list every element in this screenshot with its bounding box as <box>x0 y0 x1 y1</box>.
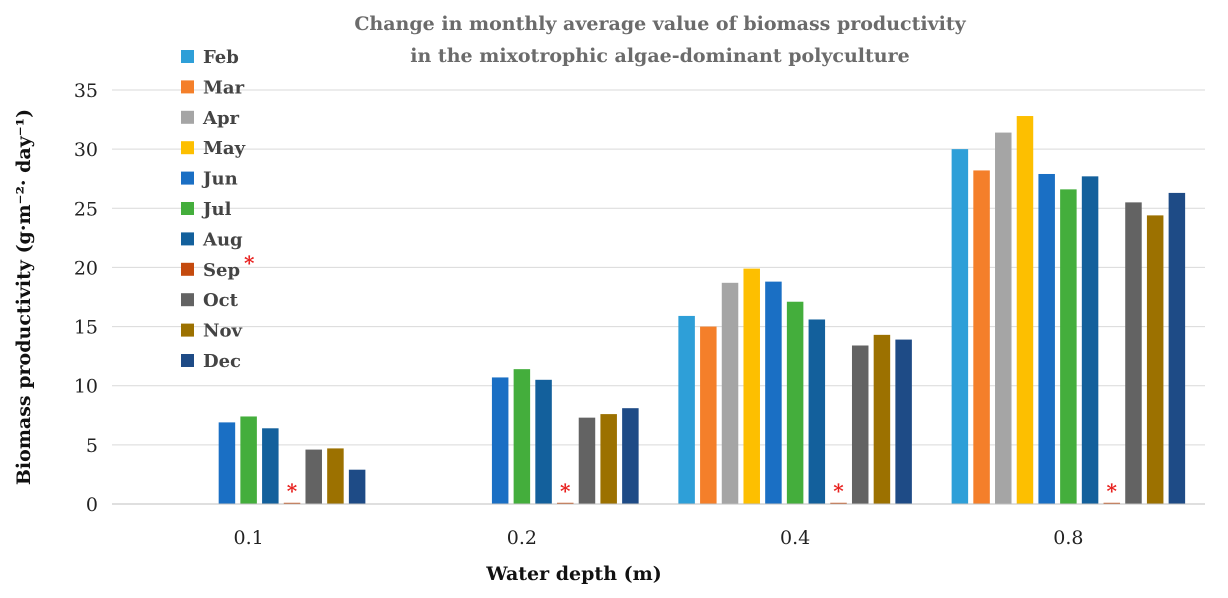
bar-may-0.4 <box>743 268 760 504</box>
bar-oct-0.1 <box>305 449 322 504</box>
bar-mar-0.8 <box>973 170 990 505</box>
legend-swatch-feb <box>181 50 194 63</box>
bar-oct-0.2 <box>578 417 596 504</box>
bar-feb-0.8 <box>951 149 969 504</box>
bar-nov-0.8 <box>1146 215 1164 504</box>
legend-swatch-may <box>181 141 194 155</box>
bar-aug-0.2 <box>535 379 552 504</box>
y-tick-label: 5 <box>86 435 98 457</box>
bar-dec-0.8 <box>1168 192 1186 504</box>
sep-asterisk-marker: * <box>287 479 298 503</box>
legend-swatch-mar <box>181 80 194 94</box>
bar-mar-0.4 <box>700 326 717 504</box>
bar-jun-0.4 <box>765 281 782 504</box>
bar-jun-0.1 <box>218 422 236 504</box>
legend-swatch-jun <box>181 171 194 185</box>
legend-swatch-aug <box>181 232 194 246</box>
bar-sep-0.8 <box>1103 502 1121 504</box>
legend-label-may: May <box>203 138 246 159</box>
legend-swatch-dec <box>181 354 194 367</box>
legend-label-feb: Feb <box>203 47 239 68</box>
legend-swatch-oct <box>181 293 194 307</box>
legend-label-apr: Apr <box>202 108 240 129</box>
bars: * * * * <box>218 116 1186 505</box>
y-tick-label: 20 <box>74 257 98 279</box>
x-tick-label: 0.2 <box>507 527 537 549</box>
bar-oct-0.4 <box>851 345 869 504</box>
bar-apr-0.4 <box>721 282 739 504</box>
x-axis-label: Water depth (m) <box>485 563 661 585</box>
bar-oct-0.8 <box>1125 202 1142 504</box>
bar-nov-0.4 <box>873 334 891 504</box>
chart-title-line-1: Change in monthly average value of bioma… <box>354 13 966 35</box>
bar-may-0.8 <box>1016 116 1034 504</box>
axes: 0 5 10 15 20 25 30 35 0.1 0.2 0.4 0.8 <box>74 80 1205 549</box>
bar-sep-0.4 <box>830 502 847 504</box>
bar-jun-0.2 <box>491 377 509 504</box>
bar-dec-0.4 <box>895 339 912 504</box>
x-tick-label: 0.1 <box>234 527 264 549</box>
legend-label-mar: Mar <box>203 77 245 98</box>
legend-label-jun: Jun <box>201 169 238 190</box>
legend: Feb Mar Apr May Jun Jul Aug Sep *Oct Nov Dec <box>181 47 255 372</box>
y-tick-label: 10 <box>74 376 98 398</box>
legend-label-aug: Aug <box>202 229 243 250</box>
bar-jul-0.1 <box>240 416 257 504</box>
x-tick-label: 0.4 <box>780 527 810 549</box>
legend-sep-asterisk: * <box>244 251 255 275</box>
sep-asterisk-marker: * <box>833 479 844 503</box>
legend-swatch-apr <box>181 110 194 124</box>
legend-label-oct: Oct <box>203 290 239 311</box>
bar-sep-0.1 <box>283 502 301 504</box>
bar-nov-0.2 <box>600 414 617 504</box>
sep-asterisk-marker: * <box>1107 479 1118 503</box>
bar-jul-0.2 <box>513 369 531 504</box>
legend-swatch-sep <box>181 262 194 276</box>
sep-asterisk-marker: * <box>560 479 571 503</box>
y-axis-label: Biomass productivity (g·m⁻²· day⁻¹) <box>13 109 35 485</box>
legend-label-jul: Jul <box>201 199 232 220</box>
y-tick-label: 25 <box>74 198 98 220</box>
bar-jul-0.8 <box>1060 189 1077 505</box>
bar-aug-0.4 <box>808 319 826 504</box>
legend-label-nov: Nov <box>203 321 242 342</box>
bar-dec-0.2 <box>622 408 639 504</box>
y-tick-label: 30 <box>74 139 98 161</box>
bar-jul-0.4 <box>786 301 804 504</box>
legend-label-dec: Dec <box>203 351 241 372</box>
gridlines <box>112 89 1205 505</box>
bar-jun-0.8 <box>1038 173 1055 505</box>
legend-swatch-nov <box>181 323 194 337</box>
x-tick-label: 0.8 <box>1053 527 1083 549</box>
bar-feb-0.4 <box>678 315 695 504</box>
chart-title-line-2: in the mixotrophic algae-dominant polycu… <box>410 45 909 67</box>
legend-swatch-jul <box>181 202 194 215</box>
bar-nov-0.1 <box>327 448 344 504</box>
y-tick-label: 35 <box>74 80 98 102</box>
legend-label-sep: Sep <box>203 260 240 281</box>
bar-aug-0.1 <box>262 428 279 504</box>
y-tick-label: 0 <box>86 494 98 516</box>
bar-dec-0.1 <box>348 469 366 504</box>
bar-sep-0.2 <box>557 502 574 504</box>
bar-apr-0.8 <box>995 132 1012 504</box>
y-tick-label: 15 <box>74 317 98 339</box>
bar-aug-0.8 <box>1081 176 1099 504</box>
